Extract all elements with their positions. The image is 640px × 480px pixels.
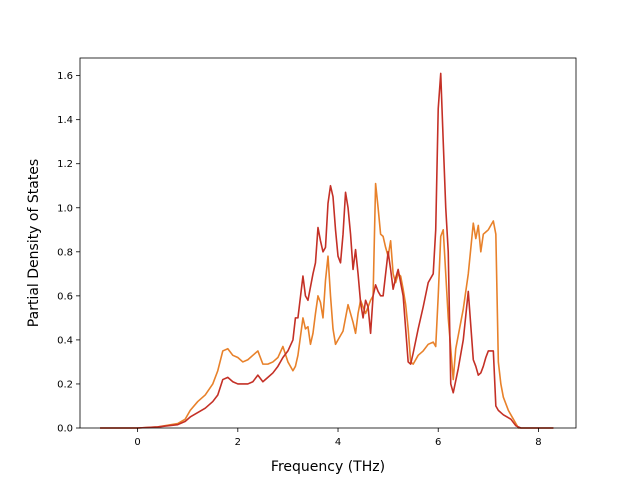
series-layer (100, 72, 554, 429)
y-tick-label: 1.0 (57, 203, 73, 214)
y-tick-label: 0.8 (57, 247, 73, 258)
x-tick-label: 0 (134, 437, 140, 448)
y-tick-label: 0.4 (57, 335, 73, 346)
series-line-1 (100, 182, 554, 429)
plot-background (80, 58, 576, 428)
x-tick-label: 8 (535, 437, 541, 448)
y-tick-label: 1.4 (57, 115, 73, 126)
y-tick-label: 0.6 (57, 291, 73, 302)
x-tick-label: 2 (235, 437, 241, 448)
y-tick-label: 1.6 (57, 71, 73, 82)
x-tick-label: 6 (435, 437, 441, 448)
y-axis-ticks: 0.0 0.2 0.4 0.6 0.8 1.0 1.2 1.4 1.6 (57, 71, 80, 435)
series-line-2 (100, 72, 554, 429)
y-tick-label: 0.0 (57, 424, 73, 435)
plot-frame (79, 57, 577, 429)
x-axis-label: Frequency (THz) (271, 459, 385, 475)
x-tick-label: 4 (335, 437, 341, 448)
x-axis-ticks: 0 2 4 6 8 (134, 428, 542, 448)
y-tick-label: 1.2 (57, 159, 73, 170)
y-axis-label: Partial Density of States (26, 159, 42, 327)
y-tick-label: 0.2 (57, 379, 73, 390)
